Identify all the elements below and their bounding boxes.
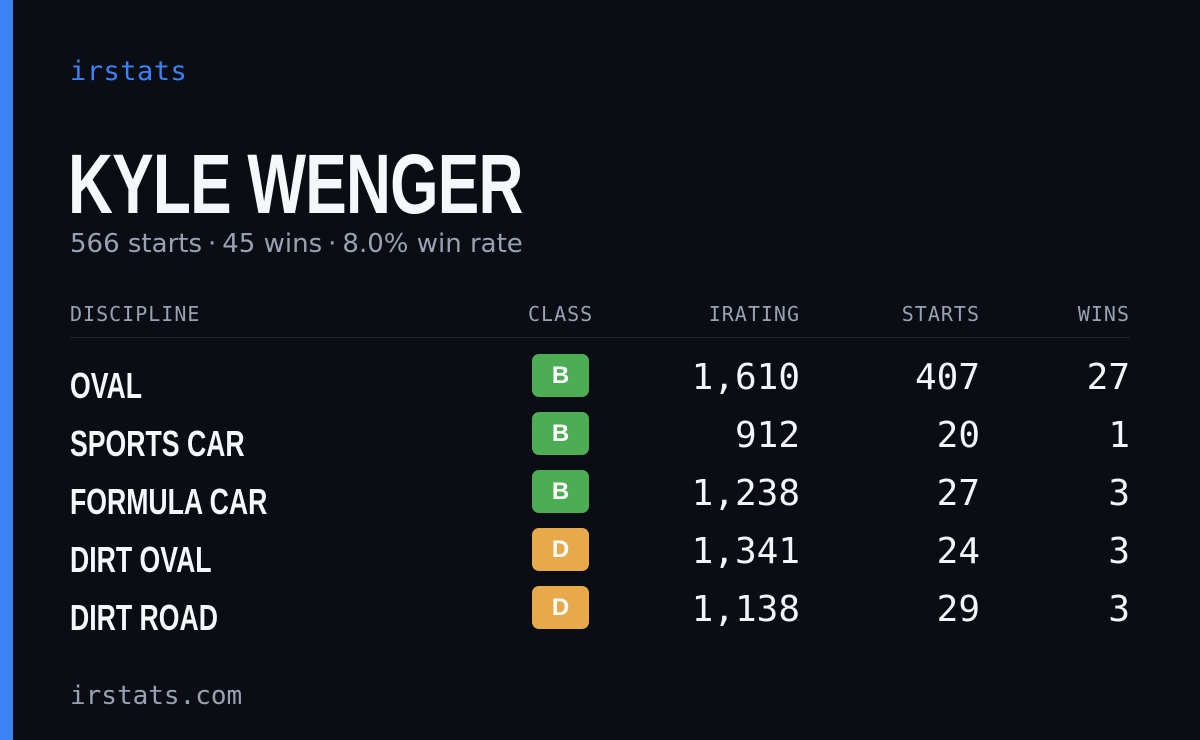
table-row: FORMULA CAR B 1,238 27 3 [0,470,1200,528]
summary-starts: 566 starts [70,229,202,259]
irating-value: 1,238 [691,473,800,514]
driver-name: KYLE WENGER [68,137,523,231]
discipline-name: SPORTS CAR [70,423,245,464]
driver-summary: 566 starts · 45 wins · 8.0% win rate [70,229,523,259]
irating-value: 1,138 [691,589,800,630]
table-row: DIRT OVAL D 1,341 24 3 [0,528,1200,586]
wins-value: 3 [1108,589,1130,630]
class-badge: B [532,470,589,513]
summary-wins: 45 wins [222,229,323,259]
wins-value: 3 [1108,531,1130,572]
column-header-irating: IRATING [708,302,800,326]
class-badge: D [532,586,589,629]
starts-value: 29 [936,589,980,630]
discipline-name: OVAL [70,365,143,406]
wins-value: 3 [1108,473,1130,514]
accent-bar [0,0,13,740]
discipline-name: FORMULA CAR [70,481,268,522]
footer-site-url[interactable]: irstats.com [70,681,243,711]
summary-separator: · [328,229,337,259]
header-divider [70,337,1130,338]
irating-value: 1,341 [691,531,800,572]
discipline-name: DIRT OVAL [70,539,212,580]
starts-value: 24 [936,531,980,572]
wins-value: 1 [1108,415,1130,456]
class-badge: D [532,528,589,571]
column-header-starts: STARTS [901,302,980,326]
brand-logo-text[interactable]: irstats [70,56,188,87]
class-badge: B [532,412,589,455]
irating-value: 1,610 [691,357,800,398]
starts-value: 407 [914,357,980,398]
table-row: SPORTS CAR B 912 20 1 [0,412,1200,470]
column-header-class: CLASS [528,302,594,326]
discipline-table: OVAL B 1,610 407 27 SPORTS CAR B 912 20 … [0,354,1200,644]
table-row: DIRT ROAD D 1,138 29 3 [0,586,1200,644]
class-badge: B [532,354,589,397]
starts-value: 27 [936,473,980,514]
irating-value: 912 [734,415,800,456]
summary-win-rate: 8.0% win rate [342,229,523,259]
summary-separator: · [208,229,217,259]
table-row: OVAL B 1,610 407 27 [0,354,1200,412]
column-header-discipline: DISCIPLINE [70,302,201,326]
wins-value: 27 [1086,357,1130,398]
starts-value: 20 [936,415,980,456]
column-header-wins: WINS [1077,302,1130,326]
discipline-name: DIRT ROAD [70,597,218,638]
